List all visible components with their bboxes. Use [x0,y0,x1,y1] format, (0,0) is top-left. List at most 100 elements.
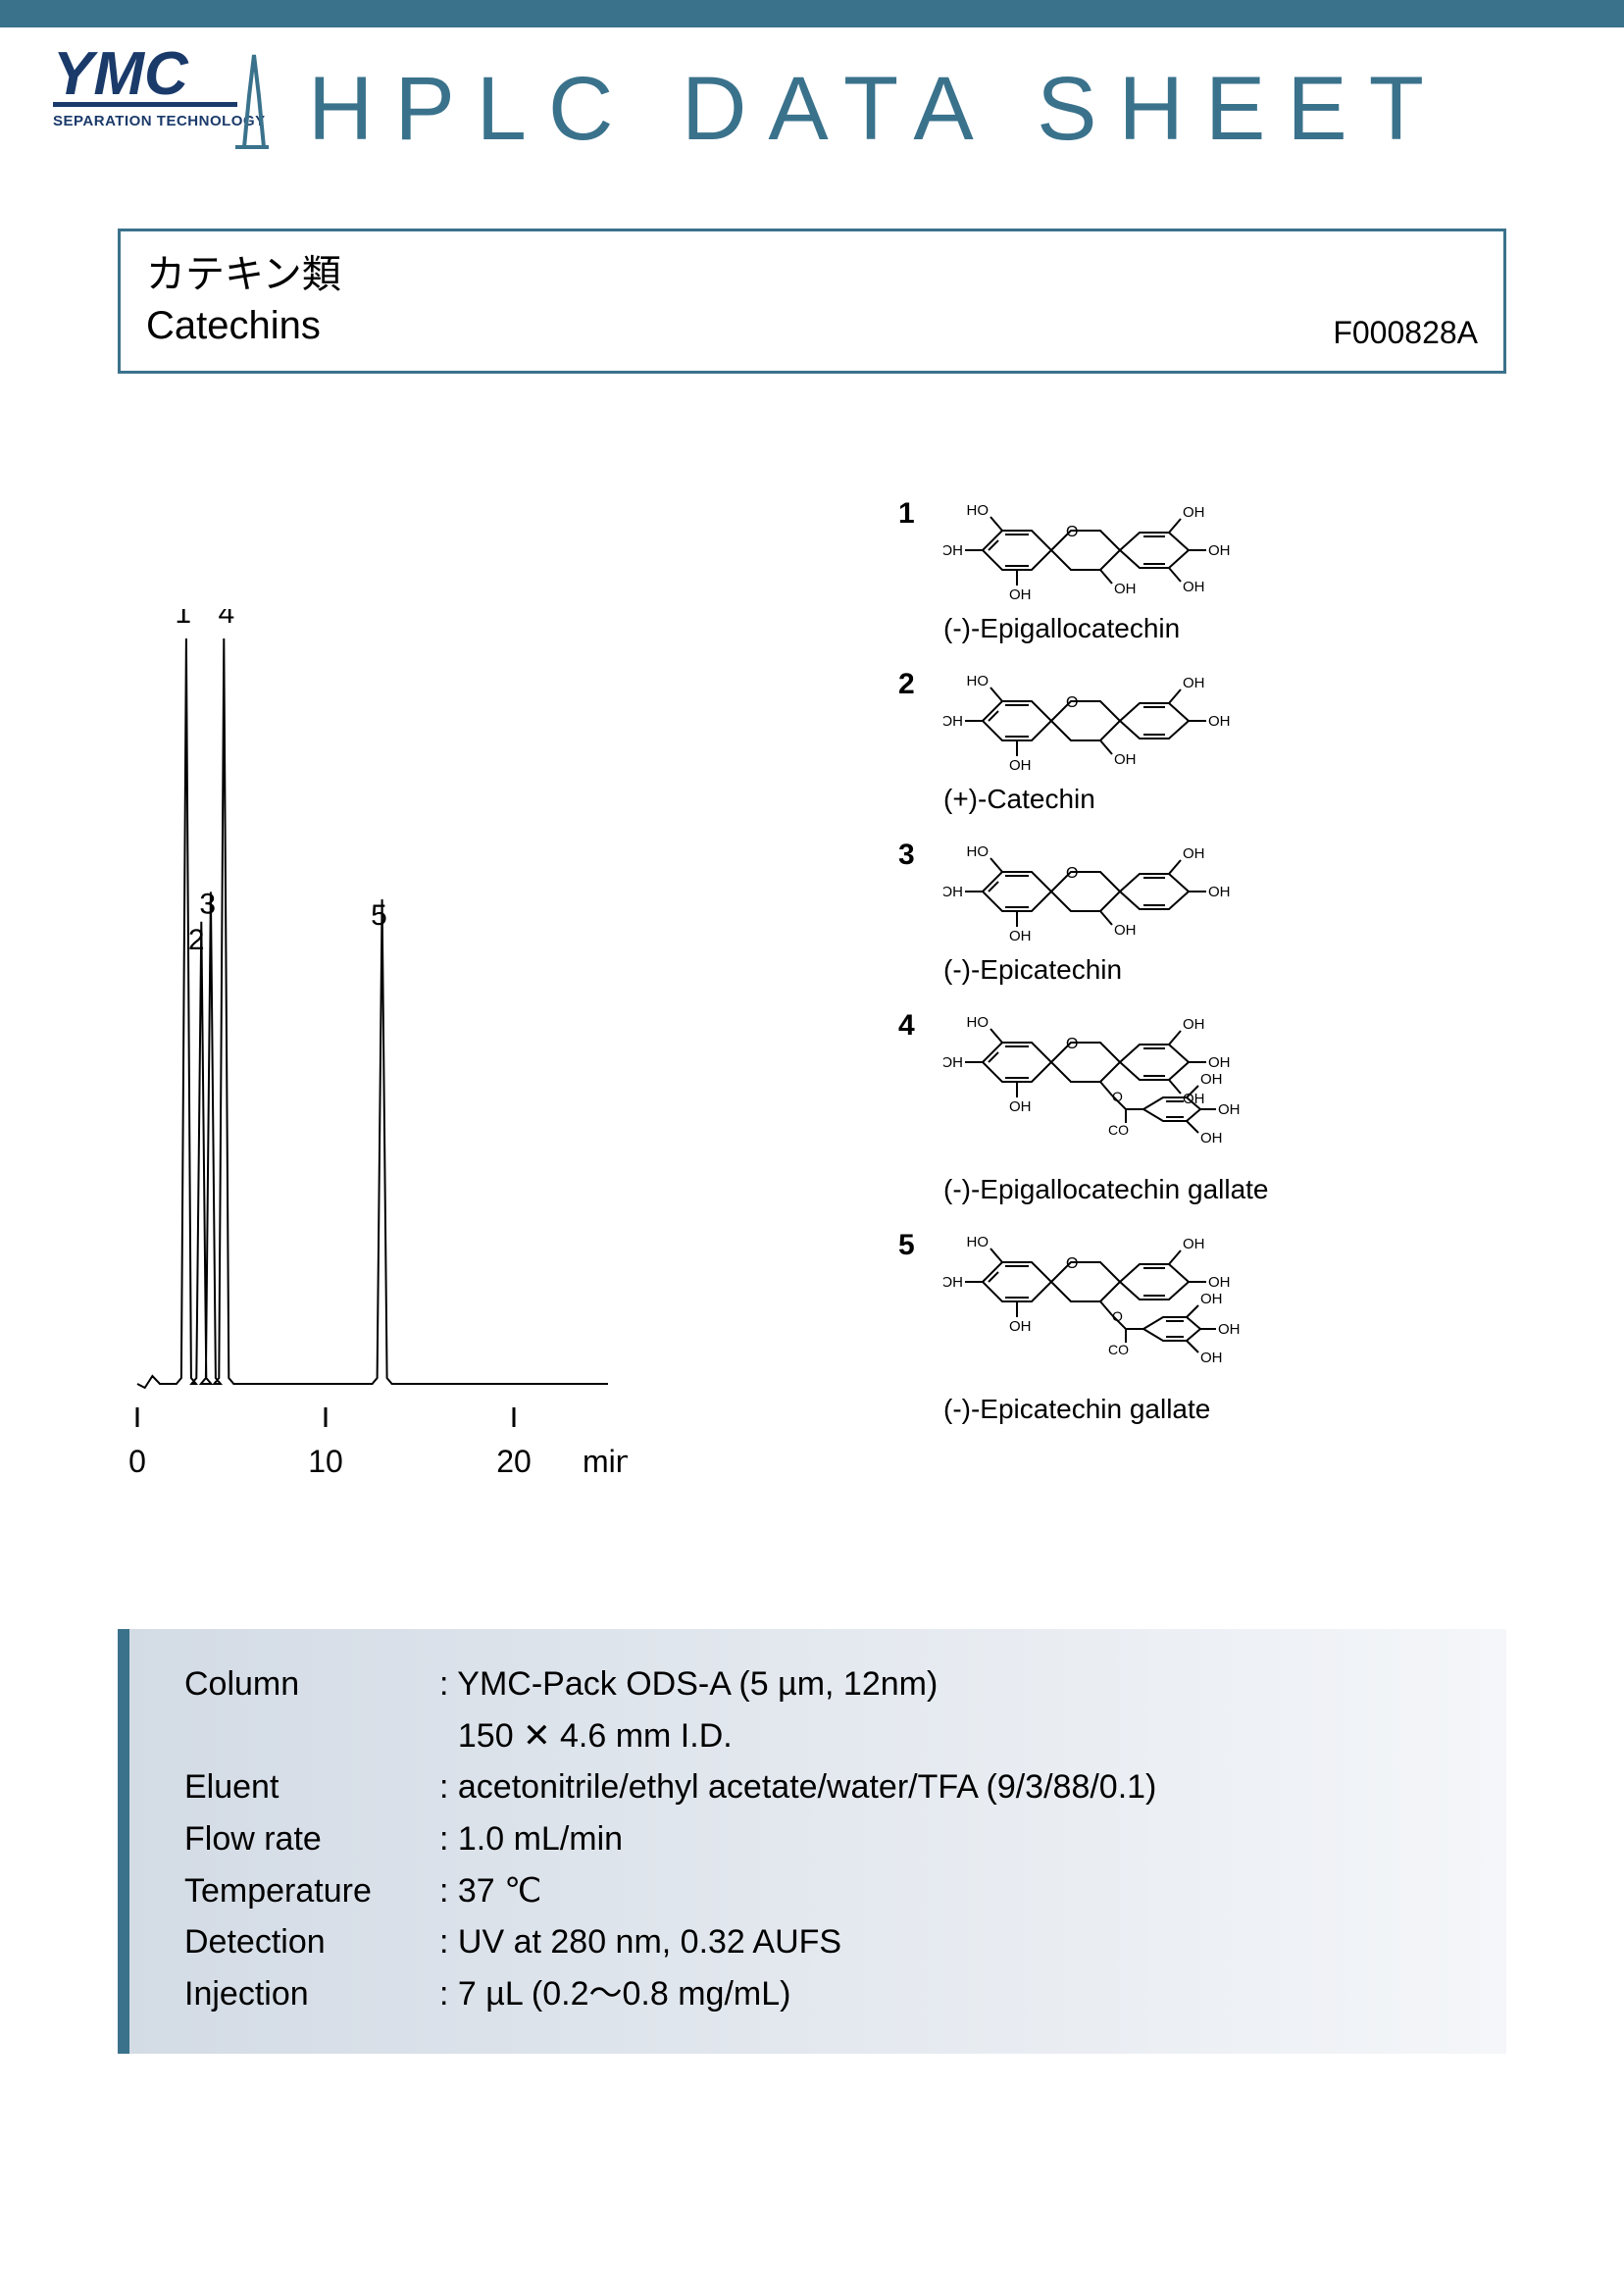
param-row: Flow rate: 1.0 mL/min [184,1813,1467,1865]
svg-text:OH: OH [1009,586,1032,603]
svg-text:HO: HO [967,502,990,519]
compound-row: 2OOHOHOHOHOHHO(+)-Catechin [898,662,1506,815]
svg-text:HO: HO [967,1234,990,1250]
svg-text:O: O [1066,524,1078,540]
structure-icon: OOHOHOHOHOHHO [943,833,1296,950]
title-left: カテキン類 Catechins [146,249,341,351]
svg-text:OH: OH [1218,1101,1241,1118]
compound-list: 1OOHOHOHOHOHOHHO(-)-Epigallocatechin2OOH… [898,491,1506,1443]
param-label: Temperature [184,1865,439,1917]
svg-text:HO: HO [967,1014,990,1031]
peak-label: 1 [175,609,191,630]
svg-text:OH: OH [1114,751,1137,768]
compound-name: (-)-Epigallocatechin gallate [943,1174,1506,1205]
title-en: Catechins [146,300,341,351]
svg-text:OH: OH [1183,845,1205,862]
xtick-label: 0 [128,1444,146,1479]
param-value: : YMC-Pack ODS-A (5 µm, 12nm) [439,1658,1467,1710]
param-row-cont: 150 ✕ 4.6 mm I.D. [184,1710,1467,1762]
param-label: Injection [184,1968,439,2020]
compound-name: (-)-Epicatechin gallate [943,1394,1506,1425]
svg-text:OH: OH [1009,1098,1032,1115]
param-value: : 1.0 mL/min [439,1813,1467,1865]
param-value: : UV at 280 nm, 0.32 AUFS [439,1916,1467,1968]
svg-text:O: O [1066,694,1078,711]
svg-text:OH: OH [1200,1071,1223,1088]
param-row: Temperature: 37 ℃ [184,1865,1467,1917]
param-value: : 37 ℃ [439,1865,1467,1917]
svg-text:OH: OH [1183,675,1205,691]
param-label: Column [184,1658,439,1710]
svg-text:OH: OH [1009,757,1032,774]
svg-text:HO: HO [967,673,990,689]
structure-icon: OOHOHOHOHOHHOCOOHOHOHO [943,1003,1296,1170]
header: YMC SEPARATION TECHNOLOGY HPLC DATA SHEE… [0,27,1624,160]
compound-row: 1 O OH OH OH OH OH OH HO (-)-Epigallocatechin [898,491,1506,644]
svg-text:OH: OH [943,1274,963,1291]
svg-text:O: O [1066,1036,1078,1052]
svg-text:OH: OH [1183,1016,1205,1033]
structure-icon: OOHOHOHOHHOCOOHOHOHO [943,1223,1296,1390]
svg-text:OH: OH [1114,922,1137,939]
top-bar [0,0,1624,27]
param-value: : acetonitrile/ethyl acetate/water/TFA (… [439,1761,1467,1813]
svg-text:HO: HO [967,843,990,860]
svg-text:OH: OH [1208,884,1231,900]
compound-row: 4OOHOHOHOHOHHOCOOHOHOHO(-)-Epigallocatec… [898,1003,1506,1205]
svg-text:O: O [1112,1308,1123,1324]
compound-number: 1 [898,491,943,531]
xtick-label: 10 [308,1444,343,1479]
svg-text:OH: OH [1208,542,1231,559]
svg-text:CO: CO [1108,1122,1129,1138]
compound-body: OOHOHOHOHOHHO(-)-Epicatechin [943,833,1506,986]
structure-icon: O OH OH OH OH OH HO [943,662,1296,780]
x-unit-label: min [583,1444,628,1479]
svg-text:OH: OH [1208,713,1231,730]
svg-text:OH: OH [1009,1318,1032,1335]
svg-text:O: O [1112,1089,1123,1104]
compound-row: 3OOHOHOHOHOHHO(-)-Epicatechin [898,833,1506,986]
svg-text:OH: OH [943,884,963,900]
param-row: Column: YMC-Pack ODS-A (5 µm, 12nm) [184,1658,1467,1710]
svg-text:OH: OH [1200,1291,1223,1307]
compound-name: (-)-Epigallocatechin [943,613,1506,644]
svg-text:OH: OH [1208,1054,1231,1071]
params-box: Column: YMC-Pack ODS-A (5 µm, 12nm) 150 … [118,1629,1506,2054]
svg-text:SEPARATION TECHNOLOGY: SEPARATION TECHNOLOGY [53,113,266,129]
param-label: Detection [184,1916,439,1968]
svg-text:CO: CO [1108,1342,1129,1357]
svg-text:OH: OH [1183,579,1205,595]
svg-text:OH: OH [1183,1236,1205,1252]
peak-label: 5 [371,899,387,932]
svg-text:OH: OH [1200,1350,1223,1366]
compound-row: 5OOHOHOHOHHOCOOHOHOHO(-)-Epicatechin gal… [898,1223,1506,1425]
compound-body: O OH OH OH OH OH OH HO (-)-Epigallocatechin [943,491,1506,644]
compound-body: OOHOHOHOHHOCOOHOHOHO(-)-Epicatechin gall… [943,1223,1506,1425]
compound-number: 4 [898,1003,943,1043]
param-label: Flow rate [184,1813,439,1865]
svg-text:OH: OH [1009,928,1032,944]
param-value: : 7 µL (0.2～0.8 mg/mL) [439,1968,1467,2020]
svg-text:OH: OH [1200,1130,1223,1147]
peak-label: 4 [219,609,235,630]
svg-text:OH: OH [1183,504,1205,521]
compound-body: OOHOHOHOHOHHO(+)-Catechin [943,662,1506,815]
svg-text:OH: OH [943,713,963,730]
content-area: 01020min12345 1OOHOHOHOHOHOHHO(-)-Epigal… [118,491,1506,1590]
svg-text:OH: OH [943,542,963,559]
chromatogram-svg: 01020min12345 [118,609,628,1511]
peak-label: 3 [199,888,216,920]
svg-text:OH: OH [1114,581,1137,597]
param-value: 150 ✕ 4.6 mm I.D. [439,1710,1467,1762]
param-row: Detection: UV at 280 nm, 0.32 AUFS [184,1916,1467,1968]
title-jp: カテキン類 [146,249,341,300]
structure-icon: O OH OH OH OH OH OH HO [943,491,1296,609]
svg-text:OH: OH [1208,1274,1231,1291]
title-box: カテキン類 Catechins F000828A [118,229,1506,374]
xtick-label: 20 [496,1444,532,1479]
page-title: HPLC DATA SHEET [308,64,1446,160]
param-label: Eluent [184,1761,439,1813]
param-row: Injection: 7 µL (0.2～0.8 mg/mL) [184,1968,1467,2020]
compound-body: OOHOHOHOHOHHOCOOHOHOHO(-)-Epigallocatech… [943,1003,1506,1205]
chromatogram: 01020min12345 [118,609,628,1511]
